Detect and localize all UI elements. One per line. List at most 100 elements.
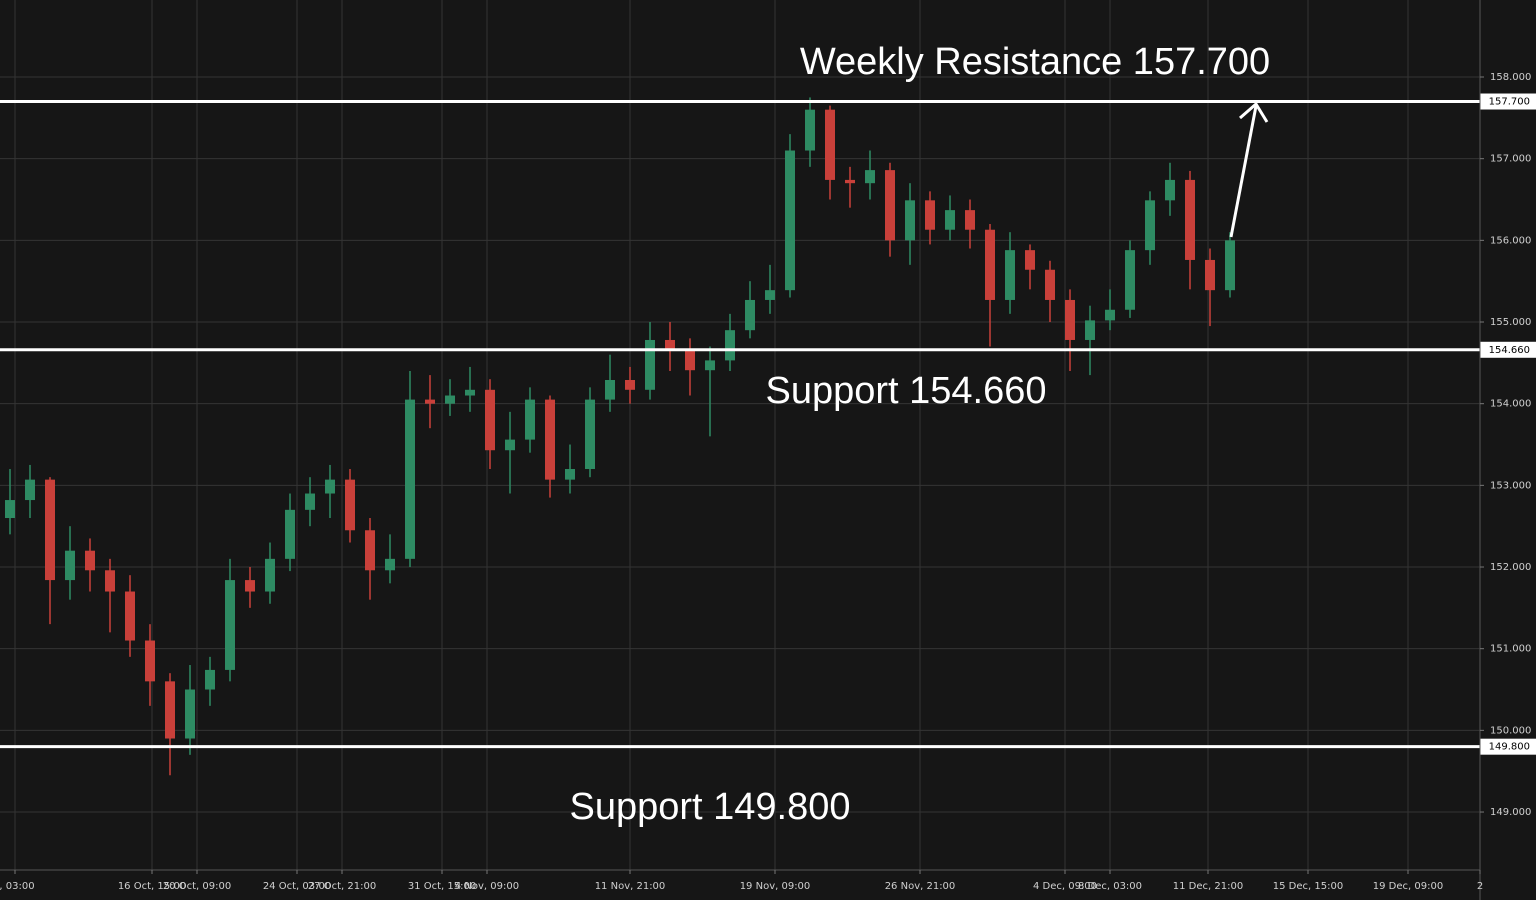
candle-body: [965, 210, 975, 230]
y-tick-label: 155.000: [1490, 317, 1531, 328]
level-label: 157.700: [1489, 97, 1530, 108]
x-tick-label: 31 Oct, 15:00: [408, 881, 476, 892]
candle-body: [325, 479, 335, 494]
candle-body: [865, 170, 875, 184]
level-label: 154.660: [1489, 345, 1530, 356]
candle-body: [785, 150, 795, 291]
y-tick-label: 154.000: [1490, 399, 1531, 410]
x-tick-label: 26 Nov, 21:00: [885, 881, 956, 892]
y-tick-label: 152.000: [1490, 562, 1531, 573]
candle-body: [1045, 269, 1055, 300]
x-tick-label: 15 Dec, 15:00: [1273, 881, 1343, 892]
grid: [0, 0, 1481, 870]
x-tick-label: 8 Dec, 03:00: [1078, 881, 1142, 892]
x-tick-label: 4 Dec, 09:00: [1033, 881, 1097, 892]
x-tick-label: 19 Dec, 09:00: [1373, 881, 1443, 892]
candle-body: [385, 558, 395, 571]
x-tick-label: 2: [1477, 881, 1483, 892]
candle-body: [465, 389, 475, 396]
candle-body: [445, 395, 455, 404]
annotation: Support 154.660: [765, 370, 1046, 412]
candle-body: [685, 349, 695, 371]
candle-body: [765, 290, 775, 300]
x-tick-label: 24 Oct, 03:00: [263, 881, 331, 892]
candle-body: [25, 479, 35, 501]
candle-body: [645, 339, 655, 390]
candle-body: [605, 379, 615, 400]
candle-body: [1125, 250, 1135, 310]
level-label-box: [1480, 341, 1536, 358]
y-tick-label: 153.000: [1490, 480, 1531, 491]
levels: 157.700 154.660 149.800: [0, 93, 1536, 755]
x-tick-label: 11 Dec, 21:00: [1173, 881, 1243, 892]
candle-body: [45, 479, 55, 581]
x-tick-label: 19 Nov, 09:00: [740, 881, 811, 892]
arrow-head: [1239, 101, 1269, 123]
candle-body: [505, 439, 515, 451]
candle-body: [985, 229, 995, 300]
candle-body: [1225, 240, 1235, 291]
candle-body: [1105, 309, 1115, 321]
candle-body: [885, 170, 895, 241]
y-tick-label: 149.000: [1490, 807, 1531, 818]
x-tick-label: 4 Nov, 09:00: [455, 881, 519, 892]
x-tick-label: 20 Oct, 09:00: [163, 881, 231, 892]
candle-body: [145, 640, 155, 682]
x-tick-label: t, 03:00: [0, 881, 35, 892]
candle-body: [285, 509, 295, 559]
candle-body: [925, 200, 935, 230]
candle-body: [265, 558, 275, 592]
axes: 149.000 150.000 151.000 152.000 153.000 154.0…: [0, 72, 1531, 892]
candle-body: [85, 550, 95, 571]
candle-body: [905, 200, 915, 241]
candle-body: [525, 399, 535, 440]
candle-body: [485, 389, 495, 451]
candle-body: [1065, 299, 1075, 340]
candle-body: [705, 360, 715, 371]
candle-body: [425, 399, 435, 404]
candle-body: [5, 500, 15, 519]
candle-body: [825, 109, 835, 180]
level-label-box: [1480, 738, 1536, 755]
candle-body: [105, 570, 115, 592]
candle-body: [305, 493, 315, 510]
candle-body: [725, 330, 735, 361]
candle-body: [805, 109, 815, 151]
candle-body: [845, 179, 855, 184]
x-tick-label: 11 Nov, 21:00: [595, 881, 666, 892]
candle-body: [745, 299, 755, 331]
candle-body: [225, 580, 235, 670]
arrow: [1229, 101, 1269, 238]
annotation: Support 149.800: [569, 786, 850, 828]
level-label: 149.800: [1489, 742, 1530, 753]
candle-body: [165, 681, 175, 739]
candle-body: [1205, 259, 1215, 291]
candle-body: [125, 591, 135, 641]
candle-body: [945, 210, 955, 230]
candles: [5, 97, 1235, 776]
candle-body: [625, 379, 635, 390]
y-tick-label: 150.000: [1490, 725, 1531, 736]
candle-body: [245, 580, 255, 592]
candle-body: [1185, 179, 1195, 260]
arrow-shaft: [1229, 105, 1258, 238]
candle-body: [205, 669, 215, 690]
x-tick-label: 16 Oct, 15:00: [118, 881, 186, 892]
candle-body: [1165, 179, 1175, 201]
candle-body: [65, 550, 75, 581]
candle-body: [585, 399, 595, 470]
candle-body: [545, 399, 555, 480]
candle-body: [185, 689, 195, 739]
candle-body: [345, 479, 355, 531]
y-tick-label: 157.000: [1490, 154, 1531, 165]
level-label-box: [1480, 93, 1536, 110]
y-tick-label: 158.000: [1490, 72, 1531, 83]
candle-body: [665, 339, 675, 350]
annotation: Weekly Resistance 157.700: [800, 41, 1270, 83]
candle-body: [1025, 250, 1035, 270]
y-tick-label: 156.000: [1490, 235, 1531, 246]
candle-body: [565, 469, 575, 480]
